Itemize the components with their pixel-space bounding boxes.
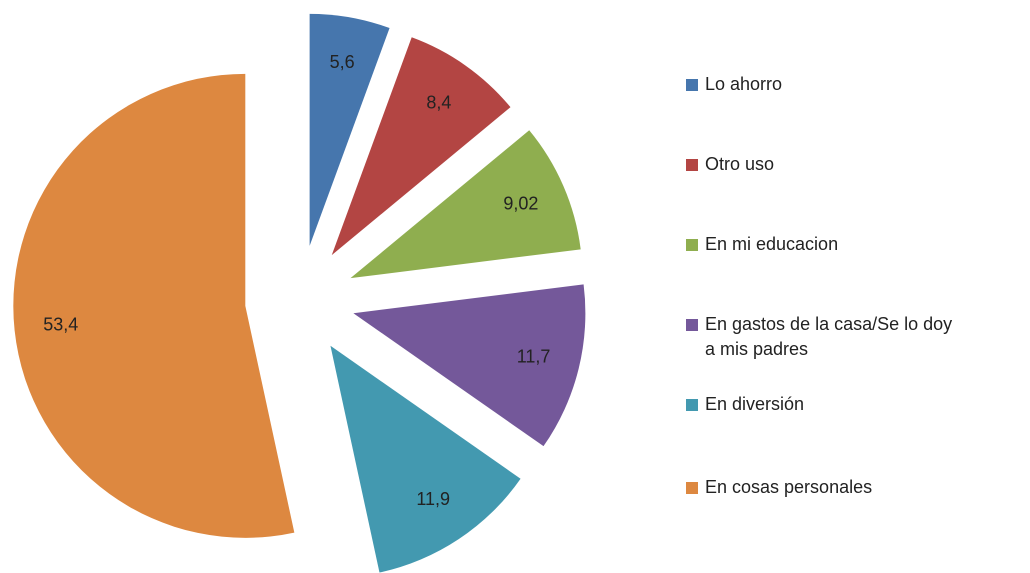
legend-label: En diversión [705,394,804,414]
legend-swatch [686,482,698,494]
data-label: 5,6 [330,52,355,72]
pie-slice [353,284,586,447]
legend-line: a mis padres [705,339,808,359]
data-label: 11,9 [416,489,450,509]
data-label: 9,02 [503,193,538,213]
legend-label: Otro uso [705,154,774,174]
legend-swatch [686,79,698,91]
legend-label: En gastos de la casa/Se lo doy a mis padr… [705,314,952,359]
data-label: 11,7 [517,347,551,367]
legend-label: En mi educacion [705,234,838,254]
pie-slice [331,37,511,256]
pie-slice [330,345,521,573]
data-label: 53,4 [43,314,78,334]
legend-label: En cosas personales [705,477,872,497]
pie-slice [350,130,581,279]
legend-swatch [686,239,698,251]
legend-swatch [686,399,698,411]
legend-label: Lo ahorro [705,74,782,94]
legend-swatch [686,159,698,171]
legend-line: En gastos de la casa/Se lo doy [705,314,952,334]
legend-swatch [686,319,698,331]
data-label: 8,4 [426,92,451,112]
pie-slice [309,13,390,246]
pie-slice [13,73,295,538]
